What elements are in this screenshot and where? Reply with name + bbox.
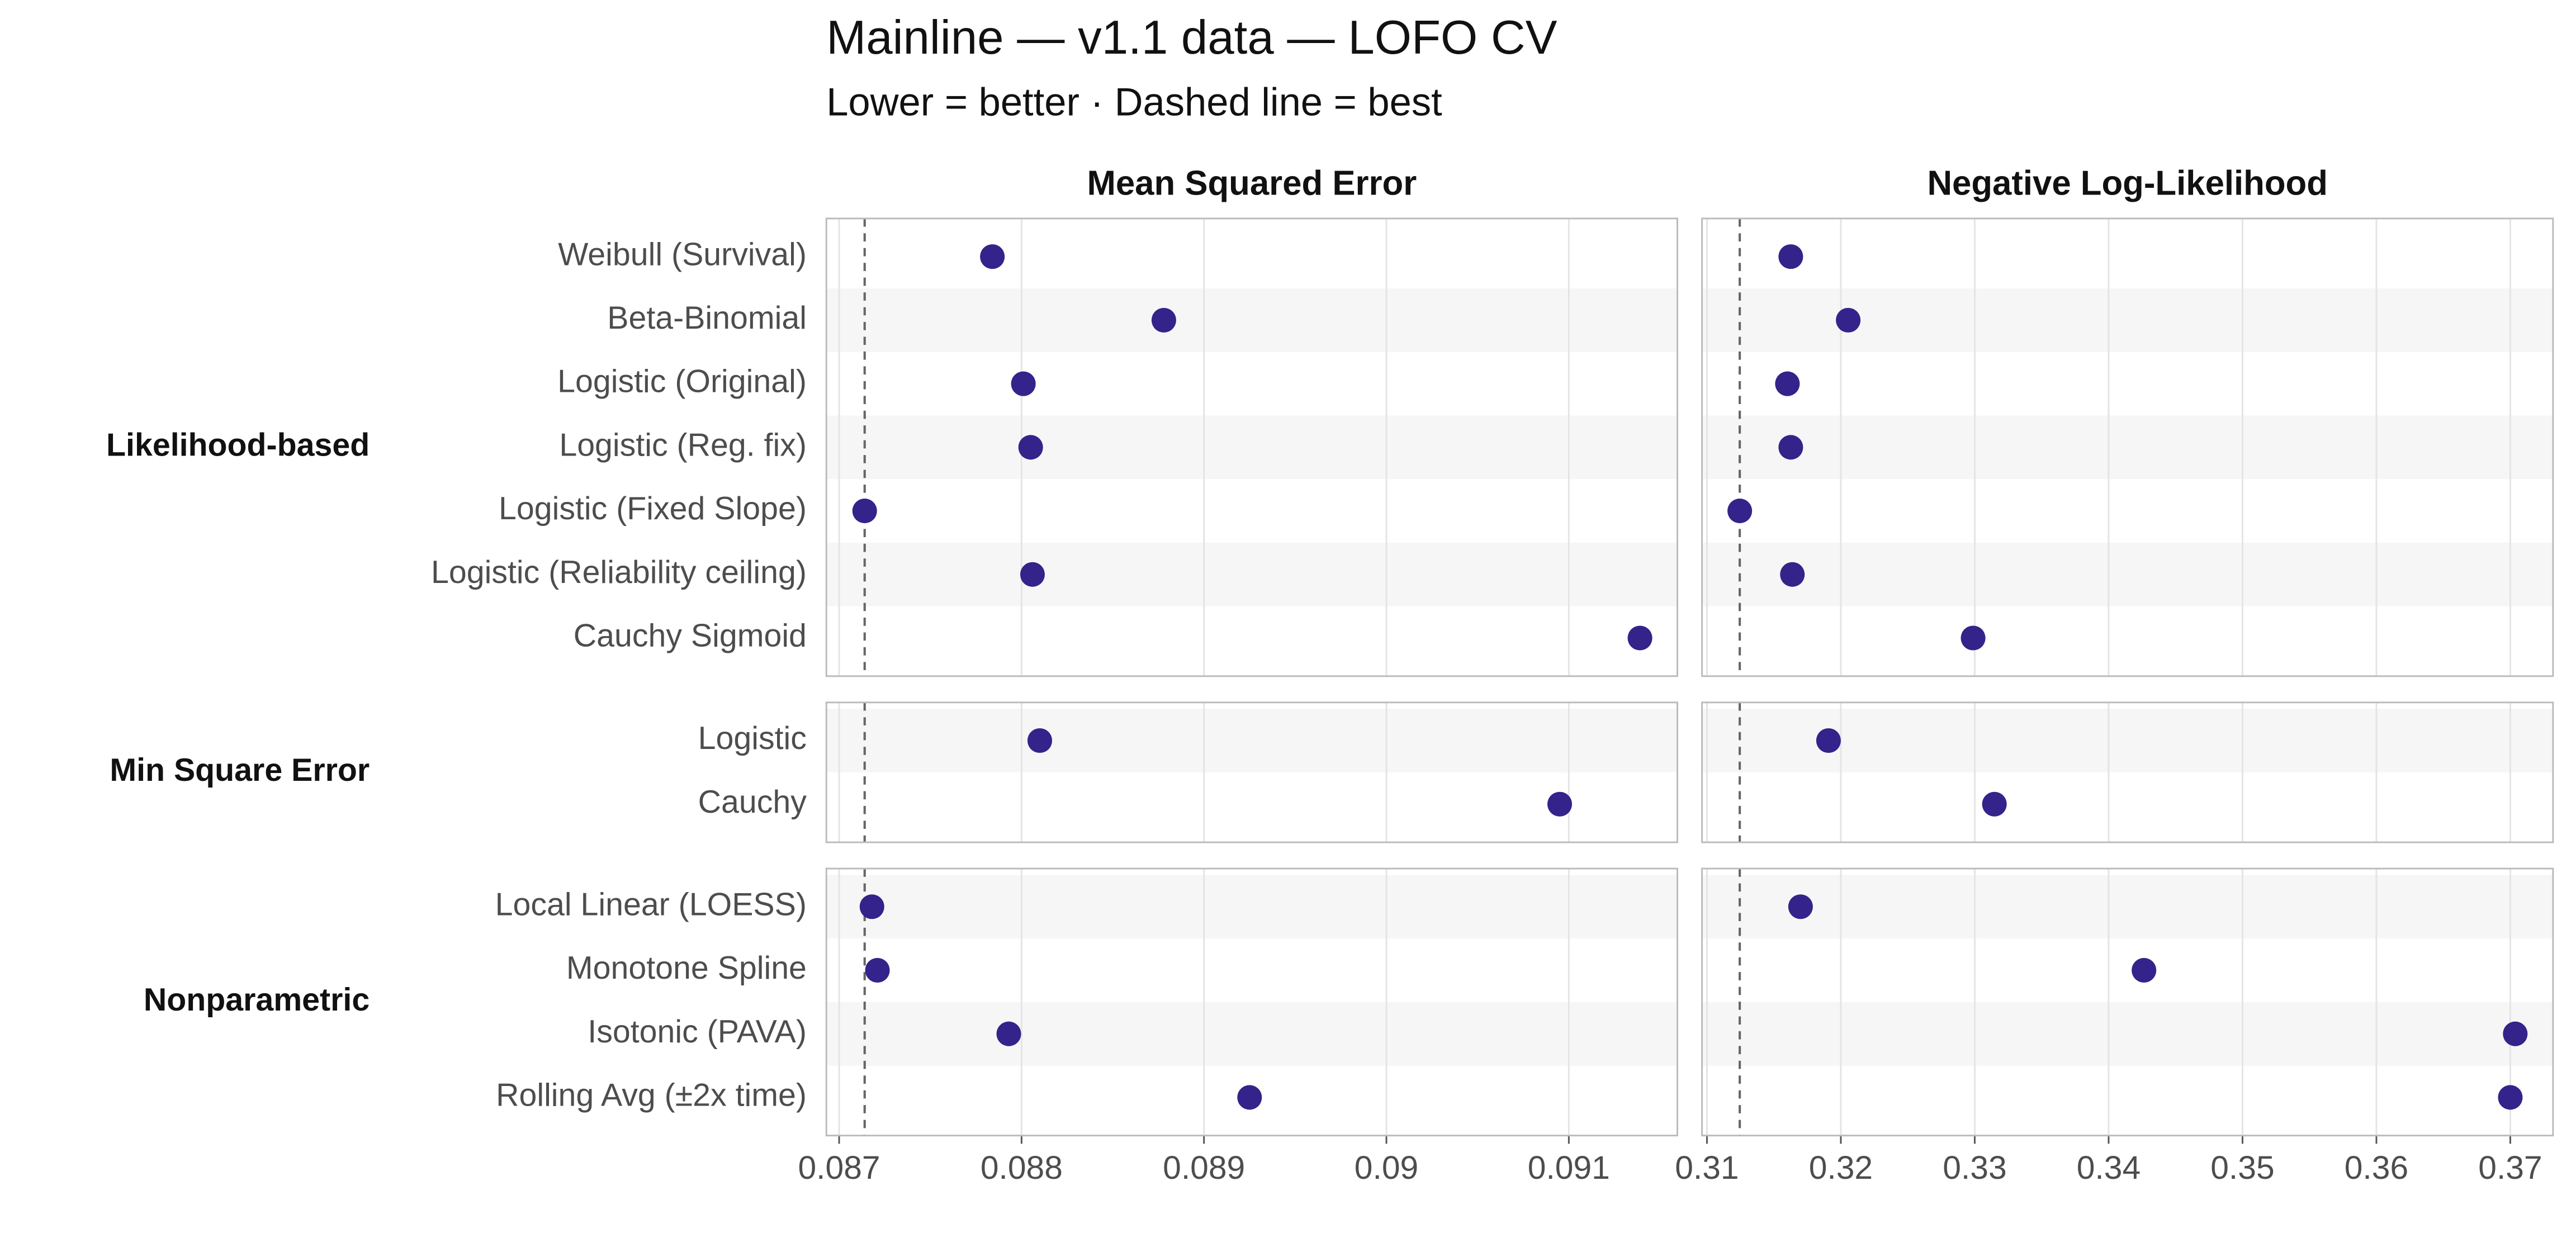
- panel-border: [1701, 867, 2554, 1137]
- x-tick-label: 0.34: [2077, 1150, 2141, 1186]
- dot: [1780, 562, 1805, 587]
- dot: [1547, 791, 1573, 817]
- dot: [1027, 728, 1053, 753]
- y-tick-label: Isotonic (PAVA): [588, 1014, 807, 1050]
- dot: [2503, 1021, 2528, 1046]
- chart-title: Mainline — v1.1 data — LOFO CV: [826, 11, 1557, 64]
- dot: [1151, 307, 1176, 333]
- panel-border: [1701, 217, 2554, 677]
- x-tick-label: 0.091: [1528, 1150, 1610, 1186]
- y-tick-label: Cauchy Sigmoid: [574, 618, 807, 654]
- dot: [2498, 1085, 2523, 1110]
- y-tick-label: Local Linear (LOESS): [495, 886, 807, 922]
- x-tick-label: 0.37: [2478, 1150, 2542, 1186]
- x-tick-label: 0.35: [2210, 1150, 2274, 1186]
- x-tick-label: 0.33: [1943, 1150, 2006, 1186]
- y-tick-label: Beta-Binomial: [607, 300, 807, 336]
- row-stripe: [826, 542, 1678, 606]
- panel-title: Mean Squared Error: [1087, 164, 1417, 202]
- row-stripe: [826, 288, 1678, 352]
- y-tick-label: Rolling Avg (±2x time): [496, 1078, 807, 1113]
- row-stripe: [826, 709, 1678, 772]
- dot: [859, 894, 884, 919]
- y-tick-label: Logistic (Reliability ceiling): [431, 554, 807, 590]
- dot: [1011, 371, 1036, 396]
- group-label: Likelihood-based: [106, 427, 370, 463]
- dot: [1627, 625, 1652, 651]
- row-stripe: [1702, 709, 2553, 772]
- x-tick-label: 0.09: [1355, 1150, 1418, 1186]
- dot: [2132, 957, 2157, 983]
- dot: [1018, 435, 1043, 460]
- row-stripe: [826, 875, 1678, 939]
- dot: [980, 244, 1005, 269]
- y-tick-label: Logistic: [698, 720, 807, 756]
- panel-border: [825, 867, 1678, 1137]
- x-tick-label: 0.32: [1809, 1150, 1873, 1186]
- dot: [1775, 371, 1800, 396]
- row-stripe: [1702, 542, 2553, 606]
- dot: [865, 957, 890, 983]
- panel-border: [1701, 701, 2554, 843]
- dot: [1788, 894, 1813, 919]
- panel-title: Negative Log-Likelihood: [1927, 164, 2328, 202]
- group-label: Nonparametric: [144, 982, 370, 1018]
- y-tick-label: Logistic (Original): [557, 364, 807, 400]
- dot: [1237, 1085, 1262, 1110]
- x-tick-label: 0.089: [1163, 1150, 1245, 1186]
- row-stripe: [1702, 1002, 2553, 1066]
- y-tick-label: Cauchy: [698, 784, 807, 820]
- x-tick-label: 0.088: [981, 1150, 1063, 1186]
- dot: [1836, 307, 1861, 333]
- chart-subtitle: Lower = better · Dashed line = best: [826, 80, 1442, 124]
- dot: [1020, 562, 1045, 587]
- row-stripe: [1702, 875, 2553, 939]
- y-tick-label: Weibull (Survival): [558, 236, 807, 272]
- x-tick-label: 0.36: [2345, 1150, 2408, 1186]
- dot: [1778, 435, 1803, 460]
- row-stripe: [1702, 288, 2553, 352]
- group-label: Min Square Error: [110, 752, 370, 788]
- panel-border: [825, 701, 1678, 843]
- row-stripe: [826, 415, 1678, 480]
- dot: [1961, 625, 1986, 651]
- dot: [1727, 499, 1753, 524]
- dot: [1816, 728, 1841, 753]
- row-stripe: [826, 1002, 1678, 1066]
- x-tick-label: 0.087: [798, 1150, 880, 1186]
- y-tick-label: Logistic (Reg. fix): [559, 427, 807, 463]
- dot: [852, 499, 877, 524]
- panel-border: [825, 217, 1678, 677]
- row-stripe: [1702, 415, 2553, 480]
- x-tick-label: 0.31: [1675, 1150, 1739, 1186]
- dot: [996, 1021, 1021, 1046]
- dot: [1778, 244, 1803, 269]
- y-tick-label: Monotone Spline: [566, 950, 807, 986]
- y-tick-label: Logistic (Fixed Slope): [499, 491, 807, 527]
- dot: [1982, 791, 2007, 817]
